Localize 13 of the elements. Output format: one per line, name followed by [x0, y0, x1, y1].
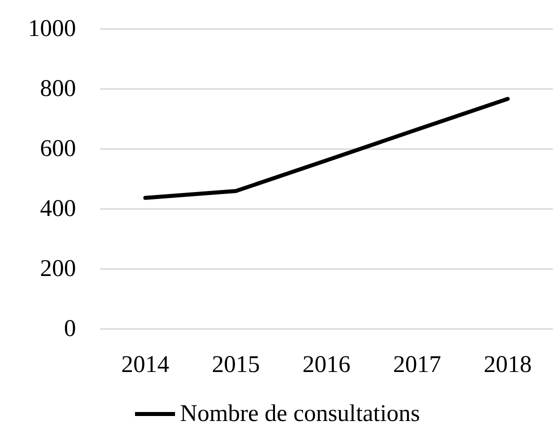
x-tick-label: 2014	[121, 352, 170, 378]
y-tick-label: 400	[40, 196, 76, 222]
y-tick-label: 1000	[28, 16, 76, 42]
x-tick-label: 2017	[393, 352, 442, 378]
y-tick-label: 200	[40, 256, 76, 282]
x-tick-label: 2016	[302, 352, 350, 378]
legend-label: Nombre de consultations	[180, 401, 420, 427]
line-series	[143, 96, 510, 200]
y-tick-label: 600	[40, 136, 76, 162]
x-tick-label: 2018	[484, 352, 532, 378]
y-tick-label: 0	[64, 316, 76, 342]
y-tick-label: 800	[40, 76, 76, 102]
x-tick-label: 2015	[212, 352, 260, 378]
